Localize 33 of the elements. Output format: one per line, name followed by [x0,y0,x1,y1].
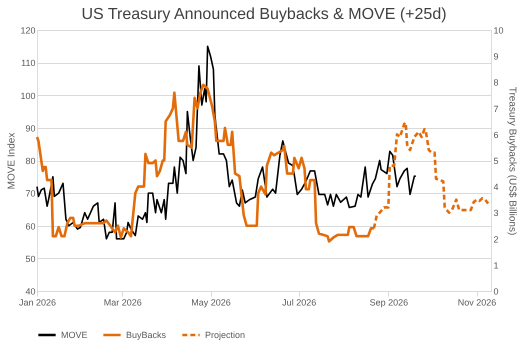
y-tick-label: 110 [21,58,36,68]
x-tick-label: Jul 2026 [282,298,316,308]
y2-tick-label: 8 [494,78,499,88]
x-tick-label: Nov 2026 [458,298,496,308]
legend-label: Projection [205,330,246,340]
y-tick-label: 90 [25,123,36,134]
line-series [36,46,417,240]
legend-label: BuyBacks [126,330,167,340]
y2-tick-label: 1 [494,260,499,270]
y2-axis-title: Treasury Buybacks (US$ Billions) [506,86,518,236]
y2-tick-label: 0 [494,286,499,296]
y2-tick-label: 7 [494,104,499,114]
y2-tick-label: 4 [494,182,499,192]
y2-tick-label: 2 [494,234,499,244]
x-tick-label: Mar 2026 [104,298,142,308]
y-tick-label: 60 [25,221,36,232]
x-tick-label: May 2026 [191,298,231,308]
y2-tick-label: 9 [494,52,499,62]
y2-tick-label: 10 [494,26,504,36]
y-tick-label: 70 [25,188,36,199]
y-axis-title: MOVE Index [6,132,18,190]
y-tick-label: 50 [25,254,36,264]
y2-tick-label: 6 [494,130,499,140]
x-tick-label: Jan 2026 [18,298,56,308]
y-tick-label: 80 [25,156,36,166]
y-tick-label: 120 [20,26,36,36]
y-tick-label: 100 [20,90,36,101]
chart-title: US Treasury Announced Buybacks & MOVE (+25d) [81,6,447,23]
y-tick-label: 40 [25,286,36,296]
y2-tick-label: 5 [494,156,499,166]
x-tick-label: Sep 2026 [370,298,408,308]
y2-tick-label: 3 [494,208,499,218]
legend-label: MOVE [61,330,88,340]
